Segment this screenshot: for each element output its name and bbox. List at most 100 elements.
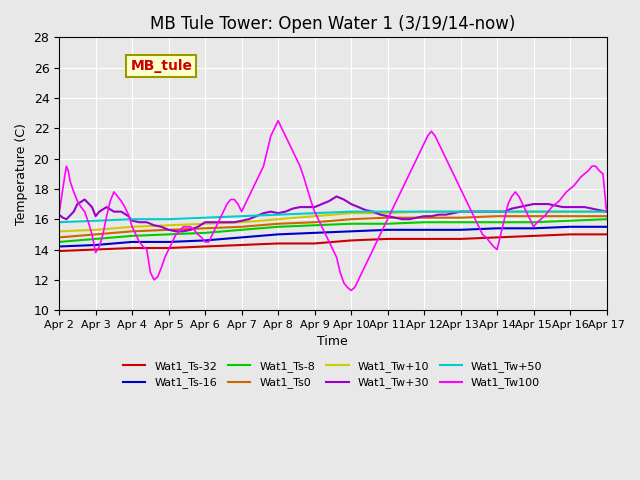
Wat1_Ts-16: [384, 227, 392, 233]
Wat1_Ts-16: [420, 227, 428, 233]
Wat1_Ts-8: [457, 219, 465, 225]
Y-axis label: Temperature (C): Temperature (C): [15, 123, 28, 225]
Wat1_Ts-8: [348, 221, 355, 227]
Wat1_Ts0: [348, 216, 355, 222]
Wat1_Tw100: [603, 209, 611, 215]
Wat1_Ts-32: [530, 233, 538, 239]
Text: MB_tule: MB_tule: [131, 59, 192, 73]
Wat1_Ts-16: [348, 228, 355, 234]
Wat1_Tw+50: [566, 209, 574, 215]
Wat1_Tw+50: [420, 209, 428, 215]
Wat1_Ts-32: [275, 240, 282, 246]
Line: Wat1_Tw+50: Wat1_Tw+50: [59, 212, 607, 222]
Wat1_Tw+10: [128, 224, 136, 229]
Wat1_Ts0: [55, 235, 63, 240]
Wat1_Ts-8: [384, 221, 392, 227]
Wat1_Ts-16: [238, 235, 246, 240]
Wat1_Tw100: [406, 171, 413, 177]
Wat1_Ts-32: [566, 231, 574, 237]
Line: Wat1_Ts-32: Wat1_Ts-32: [59, 234, 607, 251]
Wat1_Tw+10: [530, 209, 538, 215]
Wat1_Tw+10: [311, 213, 319, 219]
Wat1_Ts-32: [457, 236, 465, 242]
Wat1_Ts-8: [275, 224, 282, 229]
Wat1_Tw+30: [384, 213, 392, 219]
Wat1_Ts0: [493, 213, 501, 219]
Wat1_Ts-8: [603, 216, 611, 222]
Wat1_Tw+30: [172, 228, 180, 234]
Wat1_Tw+50: [275, 212, 282, 217]
Wat1_Tw+10: [55, 228, 63, 234]
Wat1_Tw+30: [435, 212, 442, 217]
Wat1_Tw+50: [311, 210, 319, 216]
Wat1_Tw+50: [128, 216, 136, 222]
Wat1_Ts0: [384, 215, 392, 221]
Wat1_Ts-16: [202, 238, 209, 243]
Wat1_Ts-32: [493, 235, 501, 240]
Wat1_Ts0: [202, 226, 209, 231]
Wat1_Ts-32: [128, 245, 136, 251]
Wat1_Tw+10: [92, 227, 99, 233]
Wat1_Ts-32: [348, 238, 355, 243]
Wat1_Ts-8: [493, 219, 501, 225]
Wat1_Ts-32: [311, 240, 319, 246]
Wat1_Tw+10: [164, 222, 172, 228]
Wat1_Ts-8: [566, 218, 574, 224]
Wat1_Tw+50: [55, 219, 63, 225]
Wat1_Ts0: [164, 227, 172, 233]
Line: Wat1_Ts-16: Wat1_Ts-16: [59, 227, 607, 247]
Wat1_Ts0: [530, 213, 538, 219]
Wat1_Tw+10: [202, 221, 209, 227]
Wat1_Ts0: [566, 213, 574, 219]
Wat1_Tw+30: [391, 215, 399, 221]
Line: Wat1_Tw100: Wat1_Tw100: [59, 120, 607, 290]
Wat1_Ts-32: [164, 245, 172, 251]
Wat1_Ts-8: [530, 219, 538, 225]
Wat1_Tw+30: [289, 206, 296, 212]
Wat1_Ts-32: [55, 248, 63, 254]
Wat1_Tw100: [348, 288, 355, 293]
Wat1_Tw+10: [275, 216, 282, 222]
Wat1_Tw100: [275, 118, 282, 123]
Wat1_Ts-32: [384, 236, 392, 242]
Wat1_Tw100: [530, 224, 538, 229]
Wat1_Ts-8: [202, 230, 209, 236]
Wat1_Ts-16: [311, 230, 319, 236]
Line: Wat1_Ts0: Wat1_Ts0: [59, 216, 607, 238]
Wat1_Tw+50: [92, 218, 99, 224]
Wat1_Ts-8: [420, 219, 428, 225]
Wat1_Tw+30: [333, 193, 340, 199]
Wat1_Ts-8: [238, 227, 246, 233]
Wat1_Ts-32: [603, 231, 611, 237]
Title: MB Tule Tower: Open Water 1 (3/19/14-now): MB Tule Tower: Open Water 1 (3/19/14-now…: [150, 15, 516, 33]
Wat1_Tw+10: [420, 209, 428, 215]
Wat1_Tw+50: [348, 209, 355, 215]
Wat1_Ts-16: [493, 226, 501, 231]
Wat1_Tw+50: [530, 209, 538, 215]
Line: Wat1_Tw+30: Wat1_Tw+30: [59, 196, 607, 231]
Wat1_Tw100: [238, 209, 246, 215]
X-axis label: Time: Time: [317, 336, 348, 348]
Wat1_Ts0: [311, 219, 319, 225]
Wat1_Tw+30: [55, 212, 63, 217]
Wat1_Ts-8: [311, 222, 319, 228]
Wat1_Ts0: [238, 224, 246, 229]
Wat1_Ts-8: [164, 231, 172, 237]
Wat1_Ts0: [275, 221, 282, 227]
Wat1_Ts-16: [603, 224, 611, 229]
Wat1_Ts-32: [92, 247, 99, 252]
Wat1_Ts-8: [92, 236, 99, 242]
Wat1_Ts-16: [566, 224, 574, 229]
Wat1_Ts-16: [92, 242, 99, 248]
Wat1_Ts0: [457, 215, 465, 221]
Wat1_Ts-32: [420, 236, 428, 242]
Wat1_Ts-16: [55, 244, 63, 250]
Wat1_Ts-16: [457, 227, 465, 233]
Wat1_Tw+50: [493, 209, 501, 215]
Wat1_Tw100: [55, 210, 63, 216]
Wat1_Tw+10: [566, 209, 574, 215]
Line: Wat1_Tw+10: Wat1_Tw+10: [59, 212, 607, 231]
Wat1_Tw+50: [238, 213, 246, 219]
Wat1_Tw100: [468, 209, 476, 215]
Wat1_Tw+50: [202, 215, 209, 221]
